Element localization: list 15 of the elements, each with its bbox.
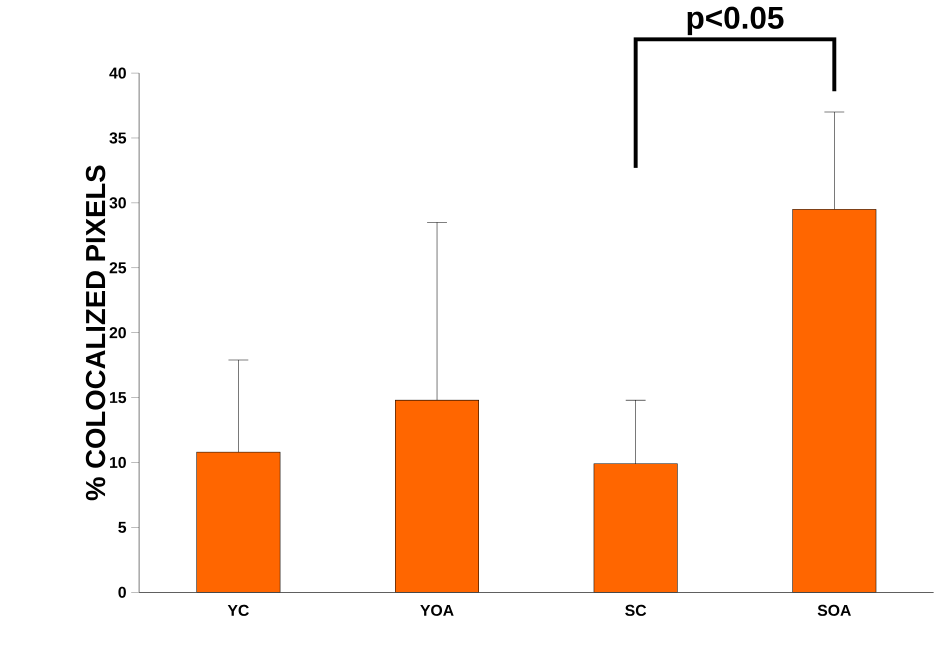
y-tick-label: 30 — [109, 197, 126, 209]
x-tick-label: SOA — [818, 604, 851, 616]
x-tick-label: YC — [228, 604, 249, 616]
y-tick-label: 20 — [110, 327, 126, 338]
y-tick-label: 40 — [109, 68, 126, 79]
text: p<0.05 — [688, 6, 784, 36]
y-axis-title: % COLOCALIZED PIXELS — [86, 166, 106, 500]
y-tick-label: 10 — [110, 456, 126, 468]
x-tick-label: YOA — [420, 604, 454, 616]
y-tick-label: 0 — [118, 586, 126, 598]
y-tick-label: 15 — [110, 392, 126, 404]
x-tick-label: SC — [625, 604, 646, 616]
y-tick-label: 35 — [109, 132, 126, 144]
y-tick-label: 5 — [118, 522, 126, 533]
y-tick-label: 25 — [110, 262, 126, 274]
